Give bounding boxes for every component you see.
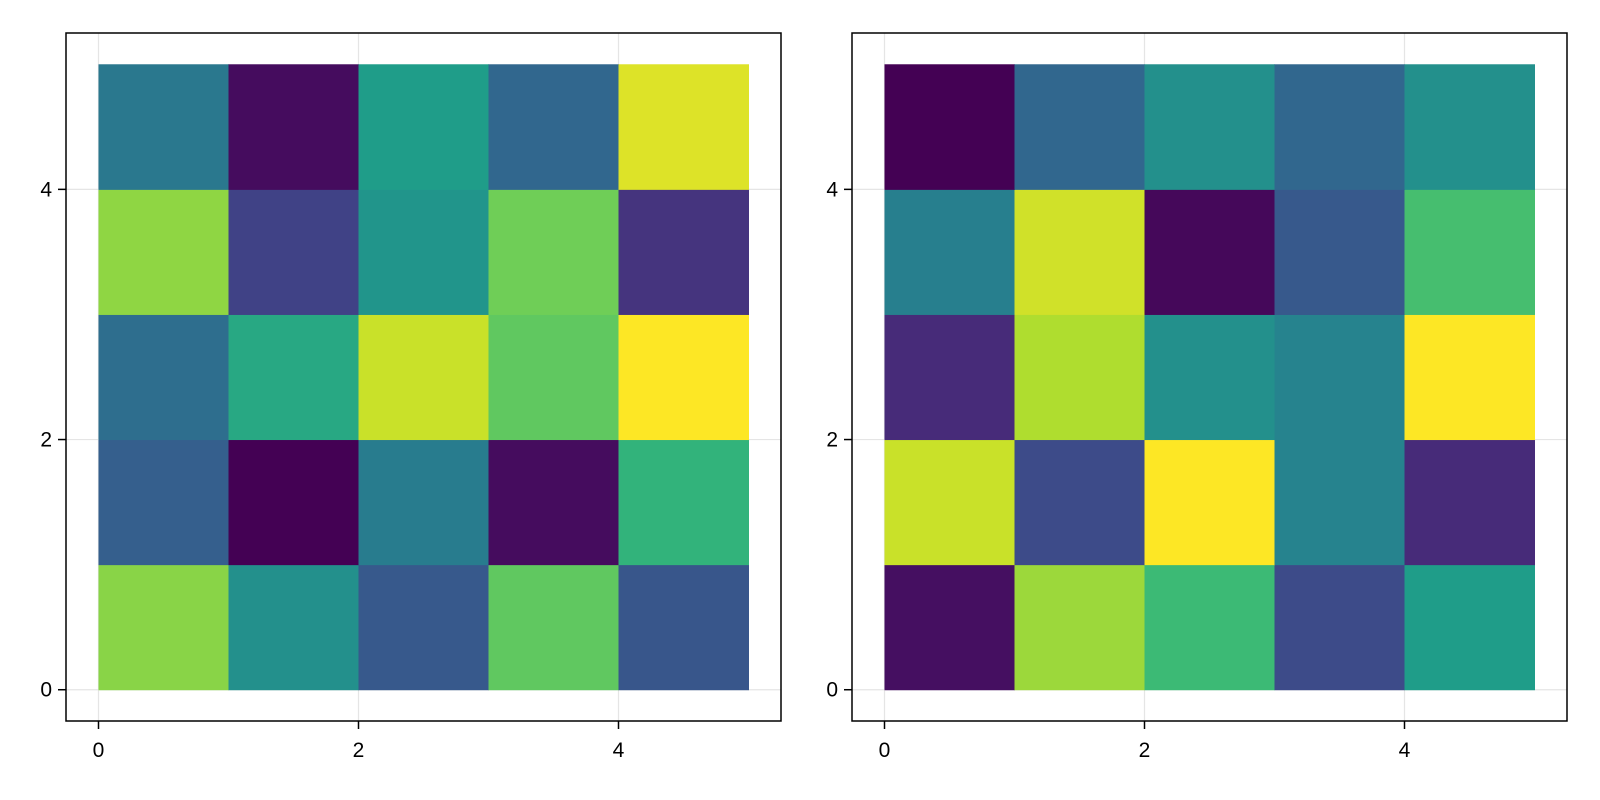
heatmap-cell [1404,439,1535,566]
heatmap-cell [884,564,1015,691]
heatmap-panel: 0 2 4 0 2 4 [826,32,1568,762]
heatmap-cell [1144,189,1275,315]
heatmap-cell [884,439,1015,566]
heatmap-cell [618,64,749,190]
heatmap-cell [1274,189,1405,315]
heatmap-cell [488,439,619,566]
heatmap-cell [228,439,359,566]
x-tick-label: 2 [1139,739,1151,762]
x-tick-label: 2 [353,739,365,762]
heatmap-cell [618,439,749,566]
heatmap-cell [98,564,229,691]
heatmap-cell [358,64,489,190]
heatmap-cell [488,189,619,315]
heatmap-cell [1014,564,1145,691]
heatmap-cell [228,189,359,315]
heatmap-cell [1144,314,1275,441]
y-tick-label: 2 [826,429,838,452]
heatmap-cell [488,314,619,441]
heatmap-cell [618,564,749,691]
y-tick-label: 4 [40,178,52,201]
heatmap-cell [1404,64,1535,190]
heatmap-cell [98,64,229,190]
heatmap-cell [1144,564,1275,691]
x-tick-label: 4 [1399,739,1411,762]
x-tick-label: 4 [613,739,625,762]
x-tick-label: 0 [879,739,891,762]
heatmap-cell [98,314,229,441]
heatmap-cell [1014,64,1145,190]
heatmap-cell [358,564,489,691]
heatmap-cell [1014,189,1145,315]
heatmap-cell [1014,439,1145,566]
y-tick-label: 2 [40,429,52,452]
heatmap-cell [618,189,749,315]
heatmap-cell [1404,564,1535,691]
heatmap-cell [358,189,489,315]
heatmap-cell [884,189,1015,315]
heatmap-cell [488,564,619,691]
y-tick-label: 0 [826,679,838,702]
heatmap-cell [1274,439,1405,566]
heatmap-cell [228,564,359,691]
heatmap-cell [1274,314,1405,441]
y-tick-label: 0 [40,679,52,702]
heatmap-cell [618,314,749,441]
plot-frame [65,32,782,722]
heatmap-cell [358,439,489,566]
heatmap-cell [1274,564,1405,691]
heatmap-cell [358,314,489,441]
heatmap-cell [98,439,229,566]
heatmap-cell [884,314,1015,441]
heatmap-cell [488,64,619,190]
plot-frame [851,32,1568,722]
heatmap-cell [98,189,229,315]
heatmap-cell [1144,64,1275,190]
heatmap-panel: 0 2 4 0 2 4 [40,32,782,762]
x-tick-label: 0 [93,739,105,762]
heatmap-cell [1144,439,1275,566]
heatmap-cell [228,64,359,190]
heatmap-cell [1404,189,1535,315]
heatmap-cell [1404,314,1535,441]
heatmap-cell [884,64,1015,190]
heatmap-cell [1274,64,1405,190]
heatmap-cell [1014,314,1145,441]
heatmap-cell [228,314,359,441]
y-tick-label: 4 [826,178,838,201]
